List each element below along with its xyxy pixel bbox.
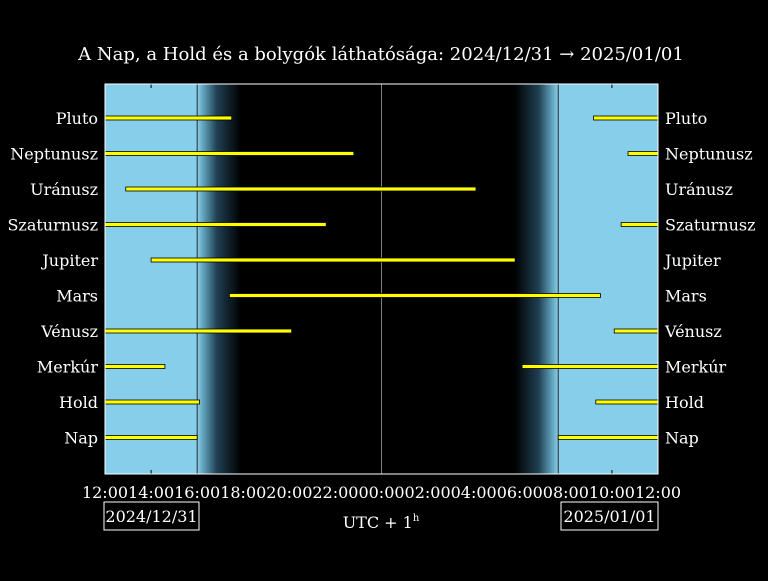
x-tick-label: 00:00 bbox=[358, 483, 404, 502]
x-tick-label: 20:00 bbox=[266, 483, 312, 502]
body-label-left: Nap bbox=[64, 429, 98, 448]
visibility-bar-1-1 bbox=[627, 151, 659, 156]
x-axis-label-superscript: h bbox=[413, 513, 420, 524]
visibility-bar-9-1 bbox=[557, 435, 659, 440]
visibility-bar-8-1 bbox=[595, 399, 659, 405]
x-tick-label: 18:00 bbox=[220, 483, 266, 502]
body-label-right: Vénusz bbox=[664, 322, 722, 341]
visibility-bar-1-0 bbox=[104, 151, 355, 156]
date-right-label: 2025/01/01 bbox=[563, 507, 655, 526]
body-label-right: Neptunusz bbox=[665, 145, 753, 164]
x-tick-label: 02:00 bbox=[405, 483, 451, 502]
left-body-labels: Pluto Neptunusz Uránusz Szaturnusz Jupiter Ma… bbox=[7, 109, 98, 448]
visibility-bar-7-1 bbox=[521, 364, 659, 369]
body-label-left: Merkúr bbox=[37, 358, 99, 377]
body-label-left: Szaturnusz bbox=[7, 216, 98, 235]
visibility-bar-9-0 bbox=[104, 435, 198, 440]
x-tick-label: 16:00 bbox=[174, 483, 220, 502]
body-label-right: Uránusz bbox=[665, 180, 733, 199]
visibility-bar-6-1 bbox=[613, 328, 659, 334]
body-label-left: Vénusz bbox=[40, 322, 98, 341]
body-label-right: Szaturnusz bbox=[665, 216, 756, 235]
body-label-left: Jupiter bbox=[40, 251, 98, 270]
date-right-box bbox=[560, 501, 659, 531]
daylight-right bbox=[558, 84, 658, 474]
x-tick-label: 14:00 bbox=[128, 483, 174, 502]
body-label-left: Mars bbox=[56, 287, 98, 306]
body-label-left: Hold bbox=[59, 393, 98, 412]
plot-area bbox=[104, 83, 659, 475]
x-tick-labels: 12:00 14:00 16:00 18:00 20:00 22:00 00:00 02:00… bbox=[82, 483, 681, 502]
visibility-bar-3-0 bbox=[104, 222, 327, 227]
visibility-bar-0-1 bbox=[593, 115, 659, 121]
visibility-bar-2-0 bbox=[125, 186, 477, 192]
body-label-right: Jupiter bbox=[663, 251, 721, 270]
visibility-bar-0-0 bbox=[104, 115, 233, 121]
x-tick-label: 06:00 bbox=[497, 483, 543, 502]
body-label-right: Hold bbox=[665, 393, 704, 412]
x-axis-label: UTC + 1h bbox=[343, 513, 420, 532]
right-body-labels: Pluto Neptunusz Uránusz Szaturnusz Jupiter Ma… bbox=[663, 109, 756, 448]
visibility-bar-7-0 bbox=[104, 364, 166, 369]
body-label-right: Merkúr bbox=[665, 358, 727, 377]
x-tick-label: 22:00 bbox=[312, 483, 358, 502]
body-label-left: Neptunusz bbox=[10, 145, 98, 164]
x-tick-label: 04:00 bbox=[451, 483, 497, 502]
visibility-bar-4-0 bbox=[150, 257, 516, 263]
body-label-left: Uránusz bbox=[30, 180, 98, 199]
body-label-right: Nap bbox=[665, 429, 699, 448]
body-label-right: Pluto bbox=[665, 109, 707, 128]
x-tick-label: 08:00 bbox=[543, 483, 589, 502]
date-left-label: 2024/12/31 bbox=[105, 507, 197, 526]
visibility-bar-3-1 bbox=[620, 222, 659, 227]
plot-frame bbox=[104, 83, 659, 475]
dusk-twilight bbox=[197, 84, 241, 474]
visibility-bar-8-0 bbox=[104, 399, 200, 405]
x-tick-label: 10:00 bbox=[589, 483, 635, 502]
dawn-twilight bbox=[514, 84, 559, 474]
visibility-bar-6-0 bbox=[104, 328, 293, 334]
daylight-left bbox=[105, 84, 198, 474]
body-label-right: Mars bbox=[665, 287, 707, 306]
visibility-bar-5-0 bbox=[229, 293, 601, 298]
date-left-box bbox=[103, 501, 200, 531]
body-label-left: Pluto bbox=[56, 109, 98, 128]
chart-title: A Nap, a Hold és a bolygók láthatósága: … bbox=[77, 44, 684, 65]
x-tick-label: 12:00 bbox=[635, 483, 681, 502]
x-tick-label: 12:00 bbox=[82, 483, 128, 502]
